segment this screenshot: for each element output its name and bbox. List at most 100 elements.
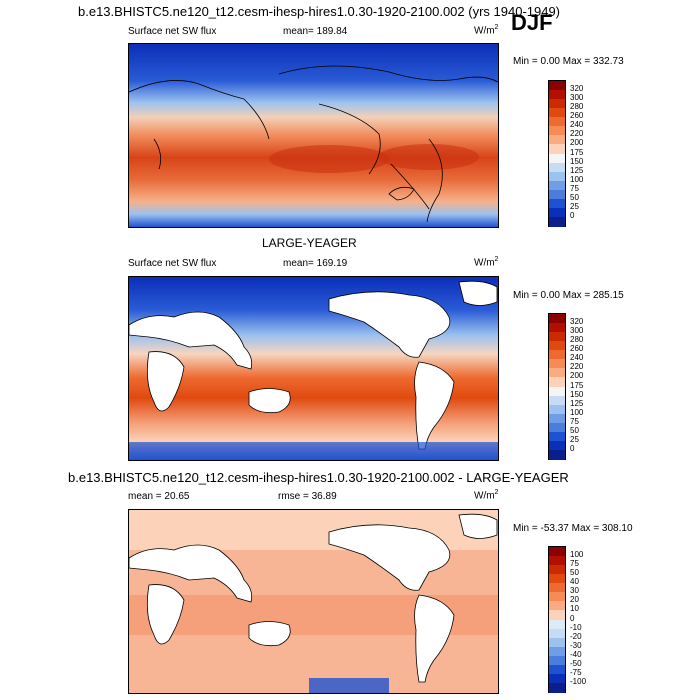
colorbar-tick-label: 50 bbox=[570, 568, 579, 578]
panel2-colorbar-cells bbox=[548, 313, 566, 460]
panel3-land-greenland bbox=[458, 513, 498, 539]
colorbar-tick-label: 0 bbox=[570, 210, 575, 220]
colorbar-tick-label: 240 bbox=[570, 353, 584, 363]
colorbar-tick-label: -75 bbox=[570, 667, 582, 677]
panel2-map bbox=[128, 276, 499, 461]
panel3-land-northamerica bbox=[328, 524, 451, 591]
colorbar-cell bbox=[549, 162, 565, 173]
colorbar-cell bbox=[549, 153, 565, 164]
colorbar-tick-label: 260 bbox=[570, 111, 584, 121]
panel1-variable-label: Surface net SW flux bbox=[128, 26, 217, 37]
colorbar-tick-label: 175 bbox=[570, 147, 584, 157]
colorbar-tick-label: 300 bbox=[570, 93, 584, 103]
colorbar-cell bbox=[549, 198, 565, 209]
colorbar-tick-label: 220 bbox=[570, 129, 584, 139]
colorbar-cell bbox=[549, 332, 565, 342]
colorbar-tick-label: 240 bbox=[570, 120, 584, 130]
colorbar-tick-label: 10 bbox=[570, 604, 579, 614]
colorbar-tick-label: -20 bbox=[570, 631, 582, 641]
panel3-map-svg bbox=[129, 510, 498, 693]
colorbar-cell bbox=[549, 431, 565, 442]
colorbar-cell bbox=[549, 90, 565, 100]
colorbar-cell bbox=[549, 314, 565, 324]
colorbar-cell bbox=[549, 601, 565, 611]
colorbar-tick-label: 40 bbox=[570, 577, 579, 587]
panel2-land-africa bbox=[146, 351, 185, 412]
colorbar-cell bbox=[549, 323, 565, 333]
colorbar-tick-label: 125 bbox=[570, 165, 584, 175]
colorbar-tick-label: 280 bbox=[570, 102, 584, 112]
colorbar-tick-label: 100 bbox=[570, 174, 584, 184]
colorbar-tick-label: -40 bbox=[570, 649, 582, 659]
colorbar-tick-label: -30 bbox=[570, 640, 582, 650]
colorbar-cell bbox=[549, 341, 565, 351]
colorbar-tick-label: -10 bbox=[570, 622, 582, 632]
colorbar-cell bbox=[549, 547, 565, 557]
panel3-colorbar: 100 75 50 40 30 20 10 0 -10 -20 -30 -40 -50 -75 -100 bbox=[548, 546, 608, 693]
panel3-land bbox=[129, 513, 498, 683]
colorbar-cell bbox=[549, 108, 565, 118]
panel3-land-australia bbox=[248, 621, 291, 647]
colorbar-cell bbox=[549, 422, 565, 433]
colorbar-cell bbox=[549, 377, 565, 387]
colorbar-tick-label: 30 bbox=[570, 586, 579, 596]
figure-title: b.e13.BHISTC5.ne120_t12.cesm-ihesp-hires… bbox=[78, 4, 561, 19]
panel1-units-label: W/m2 bbox=[474, 24, 499, 37]
colorbar-tick-label: 150 bbox=[570, 389, 584, 399]
colorbar-tick-label: 75 bbox=[570, 183, 579, 193]
colorbar-tick-label: 75 bbox=[570, 559, 579, 569]
colorbar-tick-label: 20 bbox=[570, 595, 579, 605]
colorbar-tick-label: -50 bbox=[570, 658, 582, 668]
colorbar-cell bbox=[549, 350, 565, 360]
panel1-hotspot bbox=[269, 145, 389, 173]
panel1-minmax: Min = 0.00 Max = 332.73 bbox=[513, 56, 624, 67]
panel3-land-eurasia bbox=[129, 544, 253, 603]
panel3-units-label: W/m2 bbox=[474, 489, 499, 502]
colorbar-tick-label: 320 bbox=[570, 317, 584, 327]
colorbar-cell bbox=[549, 637, 565, 648]
colorbar-cell bbox=[549, 395, 565, 406]
colorbar-cell bbox=[549, 583, 565, 593]
panel3-land-southamerica bbox=[414, 594, 455, 683]
panel2-mean-label: mean= 169.19 bbox=[283, 258, 348, 269]
colorbar-tick-label: 300 bbox=[570, 326, 584, 336]
colorbar-cell bbox=[549, 207, 565, 218]
colorbar-tick-label: 100 bbox=[570, 407, 584, 417]
colorbar-cell bbox=[549, 449, 565, 460]
colorbar-cell bbox=[549, 646, 565, 657]
colorbar-cell bbox=[549, 610, 565, 620]
colorbar-tick-label: 175 bbox=[570, 380, 584, 390]
colorbar-tick-label: -100 bbox=[570, 676, 587, 686]
panel1-map-svg bbox=[129, 44, 498, 227]
colorbar-cell bbox=[549, 556, 565, 566]
colorbar-cell bbox=[549, 126, 565, 136]
panel1-mean-label: mean= 189.84 bbox=[283, 26, 348, 37]
colorbar-cell bbox=[549, 440, 565, 451]
panel3-rmse-label: rmse = 36.89 bbox=[278, 491, 337, 502]
colorbar-tick-label: 0 bbox=[570, 613, 575, 623]
colorbar-tick-label: 125 bbox=[570, 398, 584, 408]
panel1-subtitle: LARGE-YEAGER bbox=[262, 236, 357, 250]
panel2-minmax: Min = 0.00 Max = 285.15 bbox=[513, 290, 624, 301]
colorbar-cell bbox=[549, 682, 565, 693]
colorbar-cell bbox=[549, 673, 565, 684]
colorbar-cell bbox=[549, 404, 565, 415]
panel2-units-label: W/m2 bbox=[474, 256, 499, 269]
panel1-colorbar-cells bbox=[548, 80, 566, 227]
colorbar-tick-label: 320 bbox=[570, 84, 584, 94]
panel1-hotspot bbox=[379, 144, 479, 170]
colorbar-cell bbox=[549, 189, 565, 200]
colorbar-tick-label: 0 bbox=[570, 443, 575, 453]
panel1-colorbar: 320 300 280 260 240 220 200 175 150 125 100 75 50 25 0 bbox=[548, 80, 608, 227]
colorbar-tick-label: 260 bbox=[570, 344, 584, 354]
panel2-colorbar: 320 300 280 260 240 220 200 175 150 125 100 75 50 25 0 bbox=[548, 313, 608, 460]
colorbar-tick-label: 25 bbox=[570, 201, 579, 211]
colorbar-cell bbox=[549, 81, 565, 91]
colorbar-tick-label: 50 bbox=[570, 425, 579, 435]
colorbar-cell bbox=[549, 135, 565, 145]
colorbar-cell bbox=[549, 655, 565, 666]
colorbar-tick-label: 75 bbox=[570, 416, 579, 426]
colorbar-cell bbox=[549, 368, 565, 378]
panel2-field bbox=[129, 277, 498, 460]
colorbar-tick-label: 200 bbox=[570, 138, 584, 148]
